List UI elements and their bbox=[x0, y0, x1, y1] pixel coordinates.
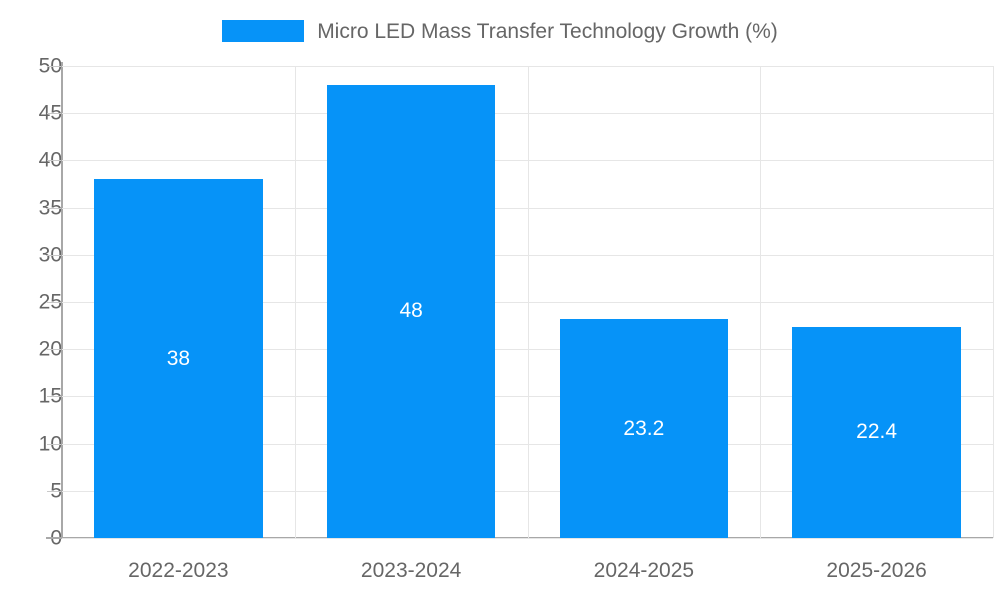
y-axis-tick-mark bbox=[47, 66, 61, 67]
bar-value-label: 38 bbox=[166, 346, 191, 370]
y-axis-tick-mark bbox=[47, 490, 61, 492]
gridline-horizontal bbox=[62, 113, 993, 115]
x-axis-tick-label: 2025-2026 bbox=[826, 559, 927, 582]
gridline-horizontal bbox=[62, 207, 993, 209]
legend-item[interactable]: Micro LED Mass Transfer Technology Growt… bbox=[222, 20, 778, 42]
bar[interactable]: 22.4 bbox=[792, 326, 961, 538]
gridline-horizontal bbox=[62, 254, 993, 256]
legend-item-label: Micro LED Mass Transfer Technology Growt… bbox=[317, 19, 778, 43]
y-axis-tick-mark bbox=[47, 113, 61, 115]
y-axis-line bbox=[61, 62, 63, 539]
y-axis-tick-mark bbox=[47, 349, 61, 351]
gridline-vertical bbox=[528, 66, 529, 538]
legend-color-swatch bbox=[222, 20, 305, 42]
y-axis-tick-mark bbox=[47, 160, 61, 162]
gridline-horizontal bbox=[62, 396, 993, 398]
chart-legend: Micro LED Mass Transfer Technology Growt… bbox=[0, 14, 1000, 48]
gridline-horizontal bbox=[62, 538, 993, 539]
gridline-horizontal bbox=[62, 349, 993, 351]
gridline-horizontal bbox=[62, 66, 993, 67]
bar[interactable]: 23.2 bbox=[559, 319, 728, 538]
x-axis-tick-label: 2023-2024 bbox=[360, 559, 462, 582]
y-axis-tick-mark bbox=[47, 254, 61, 256]
gridline-horizontal bbox=[62, 302, 993, 303]
y-axis-tick-mark bbox=[47, 396, 61, 398]
y-axis-tick-mark bbox=[47, 302, 61, 303]
gridline-horizontal bbox=[62, 160, 993, 162]
bar[interactable]: 38 bbox=[94, 179, 263, 538]
gridline-horizontal bbox=[62, 443, 993, 445]
y-axis-tick-mark bbox=[47, 207, 61, 209]
y-axis-tick-mark bbox=[47, 443, 61, 445]
gridline-horizontal bbox=[62, 490, 993, 492]
bar-value-label: 48 bbox=[399, 299, 423, 323]
gridline-vertical bbox=[295, 66, 296, 538]
y-axis: 05101520253035404550 bbox=[0, 0, 62, 600]
bar-value-label: 23.2 bbox=[623, 416, 665, 440]
gridline-vertical bbox=[993, 66, 994, 538]
bar[interactable]: 48 bbox=[326, 84, 496, 538]
x-axis-tick-label: 2022-2023 bbox=[128, 559, 229, 582]
bar-value-label: 22.4 bbox=[856, 420, 898, 444]
gridline-vertical bbox=[760, 66, 761, 538]
plot-area: 38 48 23.2 22.4 bbox=[62, 66, 994, 539]
x-axis-tick-label: 2024-2025 bbox=[593, 559, 695, 582]
